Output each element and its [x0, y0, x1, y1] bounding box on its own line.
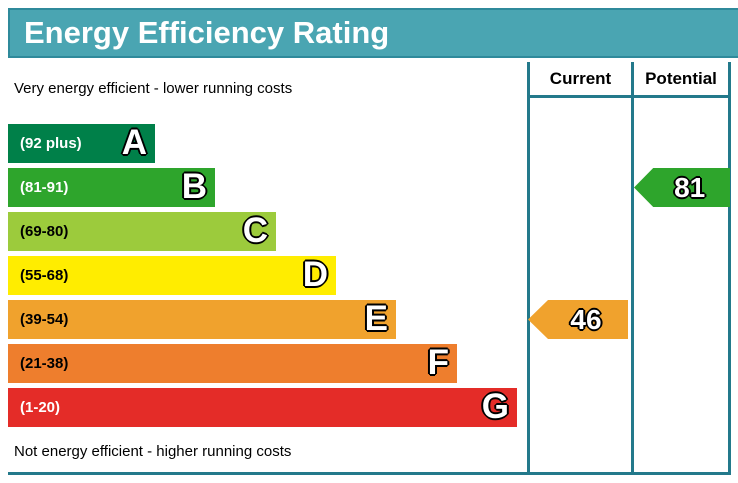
band-letter: D	[302, 255, 328, 294]
current-rating-value: 46	[570, 304, 602, 335]
chart-title: Energy Efficiency Rating	[24, 15, 390, 50]
potential-column-header: Potential	[645, 69, 717, 88]
chart-bottom-border	[8, 472, 731, 475]
potential-rating-arrow: 81	[634, 168, 730, 207]
very-efficient-note: Very energy efficient - lower running co…	[14, 80, 293, 97]
band-letter: F	[427, 343, 449, 382]
band-a: (92 plus) A	[8, 124, 155, 163]
column-header-underline	[527, 95, 731, 98]
potential-column-left-border	[631, 62, 634, 475]
band-letter: G	[481, 387, 509, 426]
band-letter: B	[181, 167, 207, 206]
band-b: (81-91) B	[8, 168, 215, 207]
band-range-label: (39-54)	[20, 311, 69, 328]
current-column-header: Current	[549, 69, 612, 88]
current-column-left-border	[527, 62, 530, 475]
band-c: (69-80) C	[8, 212, 276, 251]
band-e: (39-54) E	[8, 300, 396, 339]
band-letter: C	[242, 211, 268, 250]
band-letter: A	[121, 123, 147, 162]
chart-title-bar: Energy Efficiency Rating	[8, 8, 738, 58]
not-efficient-note: Not energy efficient - higher running co…	[14, 443, 292, 460]
band-range-label: (81-91)	[20, 179, 69, 196]
band-range-label: (1-20)	[20, 399, 61, 416]
band-f: (21-38) F	[8, 344, 457, 383]
band-d: (55-68) D	[8, 256, 336, 295]
band-range-label: (21-38)	[20, 355, 69, 372]
potential-rating-value: 81	[674, 172, 706, 203]
band-g: (1-20) G	[8, 388, 517, 427]
band-range-label: (69-80)	[20, 223, 69, 240]
band-range-label: (92 plus)	[20, 135, 82, 152]
current-rating-arrow: 46	[528, 300, 628, 339]
band-letter: E	[364, 299, 388, 338]
rating-chart-body: Current Potential Very energy efficient …	[8, 62, 731, 475]
chart-right-border	[728, 62, 731, 475]
band-range-label: (55-68)	[20, 267, 69, 284]
